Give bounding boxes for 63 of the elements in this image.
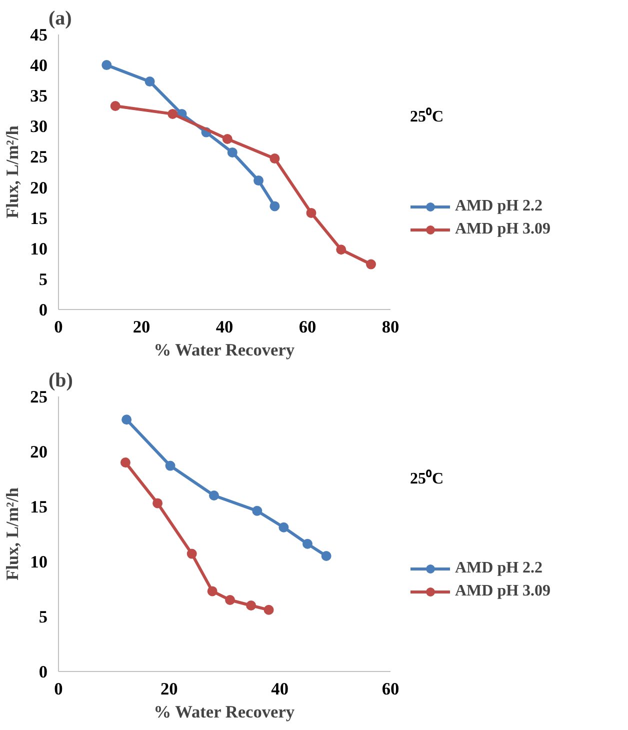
point <box>165 460 176 471</box>
x-axis-title: % Water Recovery <box>154 702 295 722</box>
y-tick-label: 25 <box>30 148 48 167</box>
point <box>254 176 264 186</box>
legend-label: AMD pH 3.09 <box>455 220 552 238</box>
point <box>102 60 112 70</box>
point <box>270 201 280 212</box>
point <box>110 101 120 111</box>
y-tick-label: 20 <box>30 442 48 462</box>
point <box>302 538 312 549</box>
y-tick-label: 15 <box>30 208 48 228</box>
chart-title: (b) <box>48 370 73 392</box>
y-axis-title: Flux, L/m²/h <box>3 125 22 218</box>
point <box>321 551 332 561</box>
point <box>264 604 274 615</box>
point <box>207 586 218 596</box>
point <box>208 490 219 500</box>
point <box>227 147 238 158</box>
y-tick-label: 40 <box>30 56 48 76</box>
x-tick-label: 20 <box>132 318 150 336</box>
point <box>122 414 132 425</box>
point <box>168 108 178 119</box>
point <box>222 134 232 144</box>
point <box>120 458 130 468</box>
point <box>186 548 197 559</box>
x-tick-label: 0 <box>54 680 63 698</box>
point <box>252 506 262 516</box>
y-tick-label: 5 <box>38 608 48 626</box>
point <box>366 259 376 270</box>
x-tick-label: 0 <box>54 318 63 336</box>
y-axis-title: Flux, L/m²/h <box>3 487 22 580</box>
x-tick-label: 60 <box>382 680 400 698</box>
x-tick-label: 40 <box>216 318 234 336</box>
y-tick-label: 5 <box>38 270 48 289</box>
y-tick-label: 15 <box>30 498 48 516</box>
y-tick-label: 10 <box>30 552 48 572</box>
y-tick-label: 0 <box>38 662 48 682</box>
legend-title: 25⁰C <box>410 468 445 488</box>
x-tick-label: 80 <box>382 318 400 336</box>
y-tick-label: 45 <box>30 26 48 44</box>
chart-title: (a) <box>48 8 72 30</box>
x-tick-label: 60 <box>298 318 316 336</box>
point <box>152 498 163 508</box>
x-tick-label: 20 <box>160 680 178 698</box>
point <box>306 208 316 218</box>
point <box>144 76 155 87</box>
y-tick-label: 20 <box>30 178 48 198</box>
point <box>246 600 256 610</box>
legend-label: AMD pH 2.2 <box>455 559 544 577</box>
y-tick-label: 0 <box>38 300 48 320</box>
point <box>278 522 289 532</box>
legend-title: 25⁰C <box>410 106 445 126</box>
legend-label: AMD pH 3.09 <box>455 582 552 600</box>
point <box>270 154 280 164</box>
y-tick-label: 35 <box>30 86 48 106</box>
y-tick-label: 25 <box>30 388 48 406</box>
point <box>336 244 346 255</box>
y-tick-label: 10 <box>30 239 48 258</box>
y-tick-label: 30 <box>30 117 48 136</box>
x-axis-title: % Water Recovery <box>154 340 295 360</box>
x-tick-label: 40 <box>271 680 288 698</box>
point <box>225 595 236 605</box>
legend-label: AMD pH 2.2 <box>455 197 544 215</box>
